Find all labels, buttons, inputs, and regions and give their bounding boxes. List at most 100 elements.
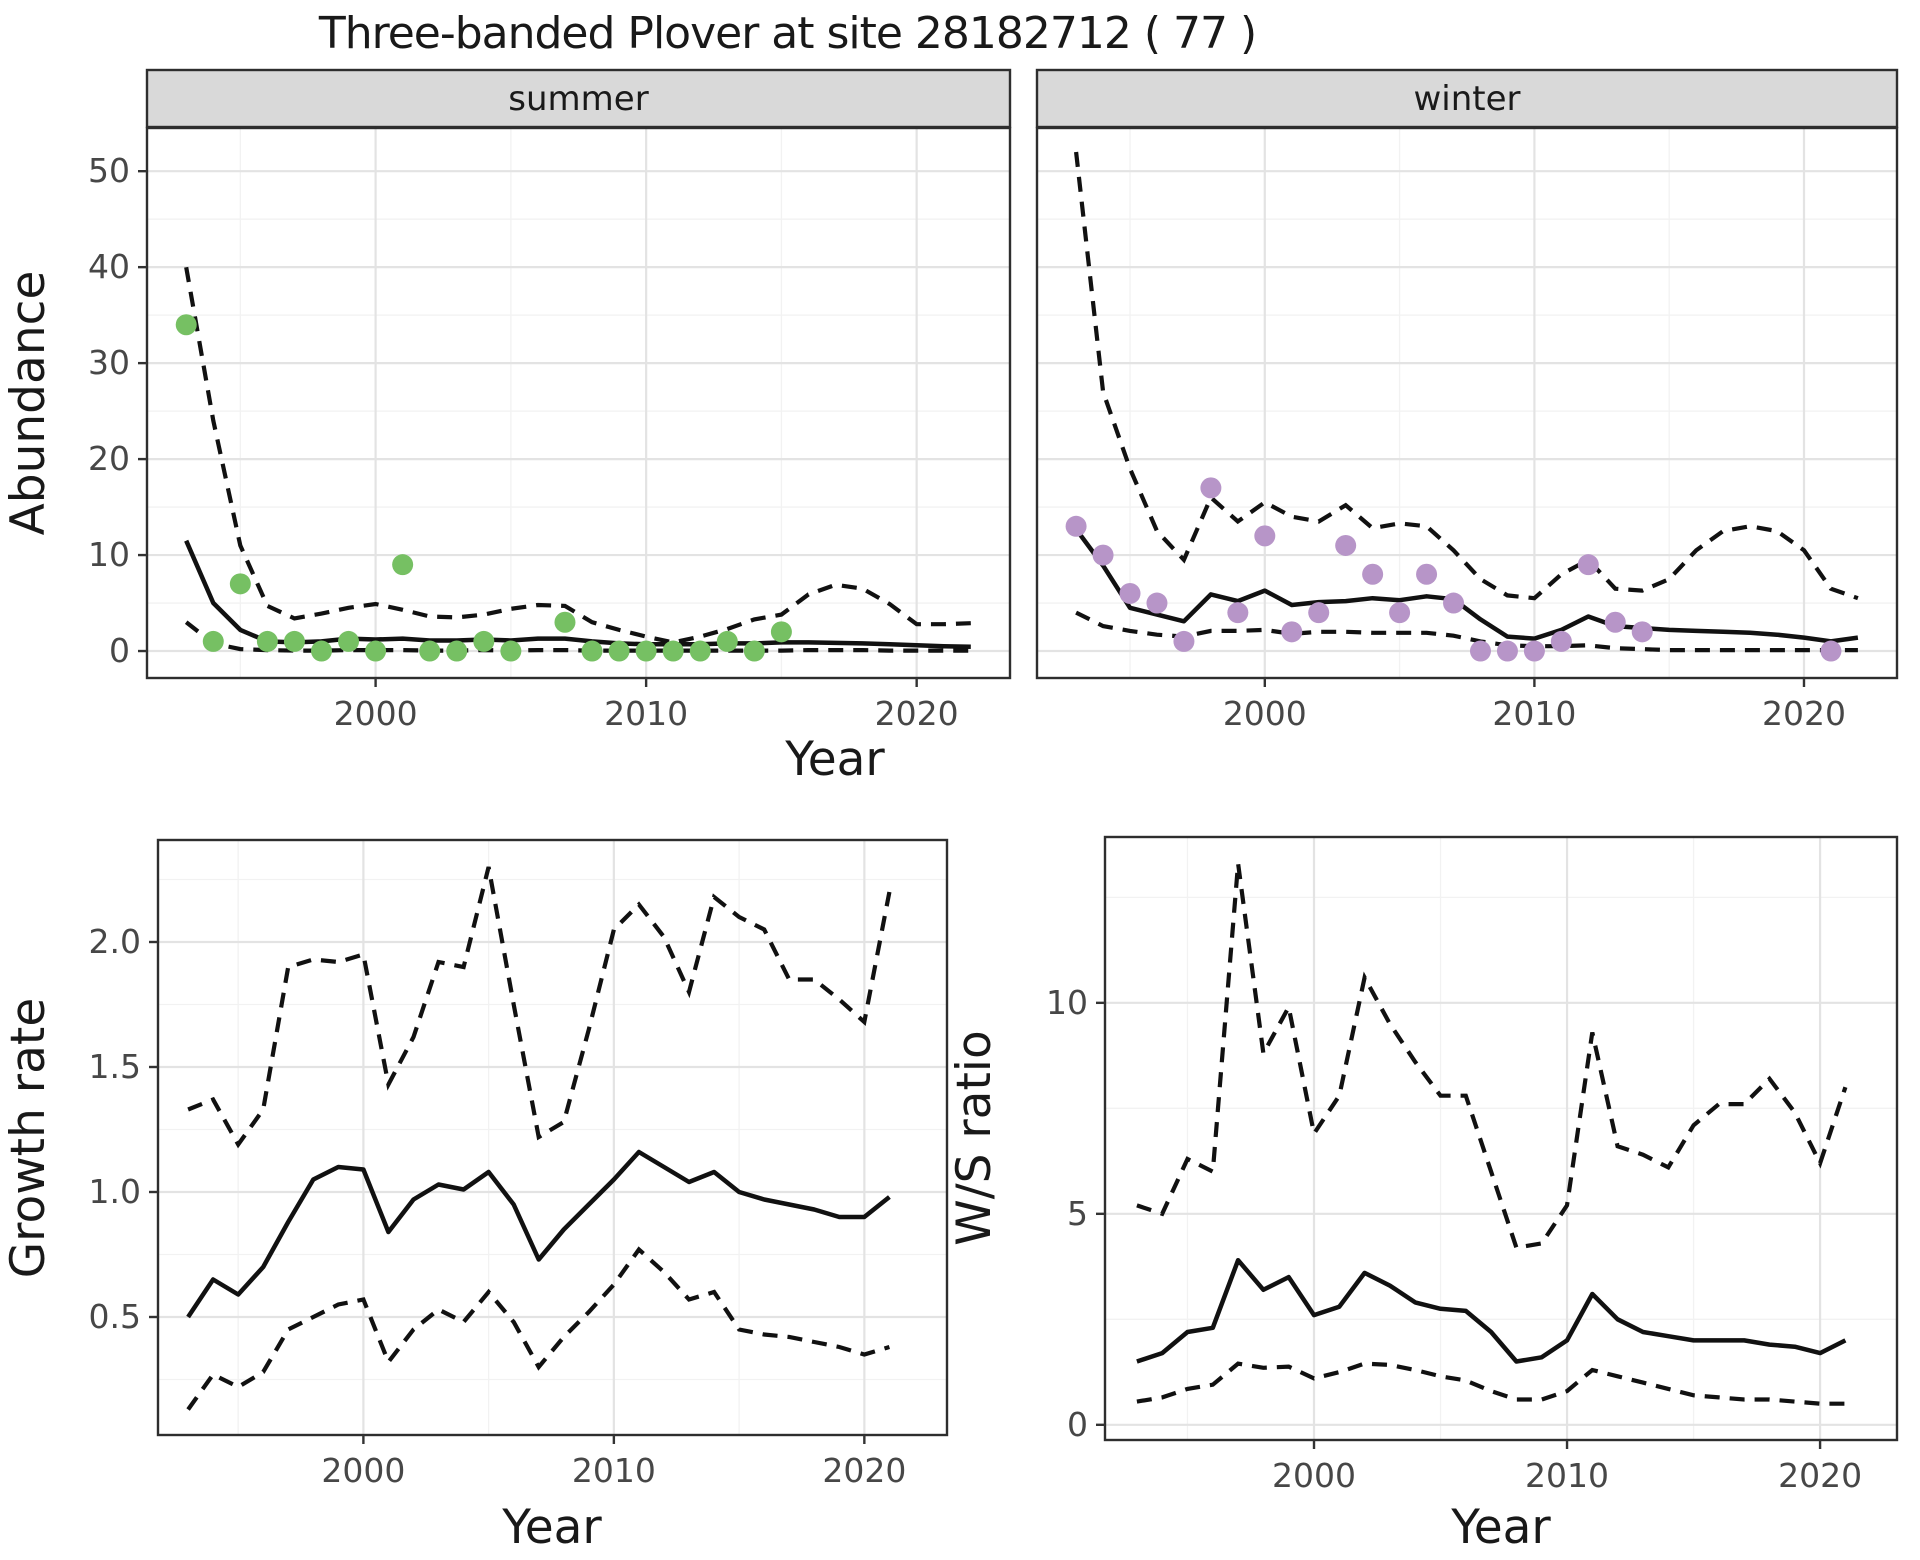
y-tick-label: 0	[1067, 1405, 1088, 1444]
facet-strip-label: summer	[508, 79, 648, 119]
data-point	[689, 640, 711, 662]
data-point	[1281, 621, 1303, 643]
data-point	[473, 630, 495, 652]
upper-ci-line	[1074, 151, 1859, 601]
x-tick-label: 2010	[604, 694, 688, 733]
lower-ci-line	[1136, 1361, 1846, 1406]
lower-ci-line	[1075, 610, 1858, 653]
y-tick-label: 10	[88, 535, 130, 574]
data-point	[1577, 554, 1599, 576]
data-point	[1496, 640, 1518, 662]
data-point	[743, 640, 765, 662]
data-point	[365, 640, 387, 662]
panel-summer: summer 2000 2010 2020 0 10 20 30 40 50	[88, 68, 1012, 733]
data-point	[1820, 640, 1842, 662]
lower-ci-line	[186, 1246, 891, 1411]
y-tick-label: 20	[88, 439, 130, 478]
median-line	[1136, 1257, 1847, 1364]
panel-series	[1065, 151, 1859, 662]
data-point	[1550, 630, 1572, 652]
x-tick-label: 2000	[334, 694, 418, 733]
data-point	[554, 611, 576, 633]
x-tick-label: 2020	[1778, 1456, 1862, 1495]
abundance-axis-title: Abundance	[1, 271, 56, 536]
data-point	[338, 630, 360, 652]
panel-border	[145, 126, 1012, 680]
data-point	[500, 640, 522, 662]
y-tick-label: 2.0	[89, 922, 141, 961]
data-point	[1469, 640, 1491, 662]
upper-ci-line	[184, 266, 971, 645]
upper-ci-line	[1136, 863, 1848, 1250]
y-tick-label: 5	[1067, 1194, 1088, 1233]
data-point	[770, 621, 792, 643]
x-tick-label: 2000	[1272, 1456, 1356, 1495]
data-point	[392, 554, 414, 576]
facet-strip	[145, 68, 1012, 129]
data-point	[1065, 515, 1087, 537]
data-point	[1335, 534, 1357, 556]
growth-rate-plot: 2000 2010 2020 0.5 1.0 1.5 2.0 Growth rate Year	[1, 838, 949, 1555]
data-point	[608, 640, 630, 662]
data-point	[1119, 582, 1141, 604]
data-point	[635, 640, 657, 662]
data-point	[1362, 563, 1384, 585]
data-point	[310, 640, 332, 662]
panel-series	[175, 266, 971, 662]
panel-background	[158, 840, 947, 1435]
data-point	[1523, 640, 1545, 662]
year-axis-title-top: Year	[784, 732, 885, 787]
data-point	[256, 630, 278, 652]
data-point	[1604, 611, 1626, 633]
x-tick-label: 2020	[1762, 694, 1846, 733]
data-point	[202, 630, 224, 652]
growth-rate-axis-title: Growth rate	[1, 998, 56, 1279]
ws-ratio-plot: 2000 2010 2020 0 5 10 W/S ratio Year	[947, 835, 1899, 1555]
panel-winter: winter 2000 2010 2020	[1035, 68, 1899, 733]
panel-background	[1037, 128, 1897, 678]
data-point	[419, 640, 441, 662]
data-point	[283, 630, 305, 652]
y-tick-label: 1.5	[89, 1047, 141, 1086]
ws-ratio-axis-title: W/S ratio	[947, 1030, 1002, 1245]
abundance-plot: summer 2000 2010 2020 0 10 20 30 40 50 winter 2000 2…	[1, 68, 1899, 787]
upper-ci-line	[187, 866, 892, 1149]
panel-border	[1103, 835, 1899, 1442]
year-axis-title-growth: Year	[501, 1500, 602, 1555]
panel-series	[186, 866, 892, 1411]
x-tick-label: 2020	[822, 1451, 906, 1490]
y-tick-label: 30	[88, 343, 130, 382]
data-point	[662, 640, 684, 662]
panel-border	[156, 838, 949, 1437]
panel-series	[1136, 863, 1848, 1406]
data-point	[446, 640, 468, 662]
x-tick-label: 2010	[1525, 1456, 1609, 1495]
y-tick-label: 0	[109, 631, 130, 670]
x-tick-label: 2000	[321, 1451, 405, 1490]
data-point	[1416, 563, 1438, 585]
y-tick-label: 50	[88, 151, 130, 190]
data-point	[1146, 592, 1168, 614]
median-line	[1074, 527, 1859, 644]
facet-strip	[1035, 68, 1899, 129]
data-point	[1389, 602, 1411, 624]
x-tick-label: 2000	[1223, 694, 1307, 733]
data-point	[1254, 525, 1276, 547]
data-point	[1631, 621, 1653, 643]
data-point	[1092, 544, 1114, 566]
y-tick-label: 10	[1046, 983, 1088, 1022]
panel-background	[1105, 837, 1897, 1440]
data-point	[581, 640, 603, 662]
data-point	[716, 630, 738, 652]
data-point	[175, 314, 197, 336]
data-point	[1443, 592, 1465, 614]
data-point	[1200, 477, 1222, 499]
median-line	[186, 1149, 891, 1319]
chart-title: Three-banded Plover at site 28182712 ( 7…	[318, 8, 1257, 59]
y-tick-label: 1.0	[89, 1172, 141, 1211]
data-point	[1308, 602, 1330, 624]
data-point	[1227, 602, 1249, 624]
panel-border	[1035, 126, 1899, 680]
y-tick-label: 0.5	[89, 1297, 141, 1336]
